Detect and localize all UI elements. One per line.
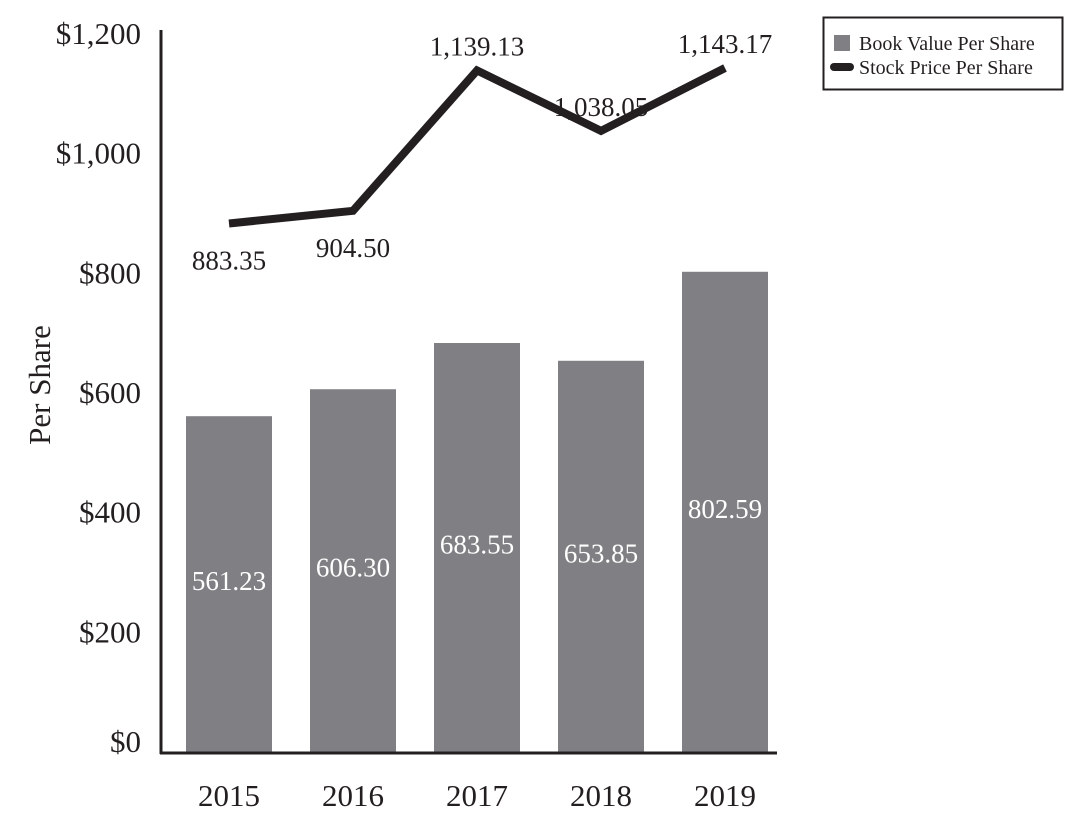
- line-value-label: 1,038.05: [554, 92, 649, 122]
- y-tick-label: $1,200: [56, 16, 141, 51]
- x-tick-label: 2019: [694, 778, 756, 813]
- bar-value-label: 561.23: [192, 566, 266, 596]
- line-value-label: 883.35: [192, 245, 266, 275]
- bar-value-label: 606.30: [316, 553, 390, 583]
- x-tick-label: 2017: [446, 778, 508, 813]
- legend-label-book-value: Book Value Per Share: [859, 33, 1035, 55]
- line-value-label: 904.50: [316, 233, 390, 263]
- x-tick-label: 2015: [198, 778, 260, 813]
- line-value-label: 1,139.13: [430, 31, 525, 61]
- y-tick-label: $400: [79, 495, 141, 530]
- y-tick-label: $800: [79, 255, 141, 290]
- legend-label-stock-price: Stock Price Per Share: [859, 57, 1033, 79]
- y-tick-label: $600: [79, 375, 141, 410]
- y-tick-label: $1,000: [56, 136, 141, 171]
- y-axis-label: Per Share: [22, 325, 57, 445]
- y-tick-label: $0: [110, 724, 141, 759]
- line-value-label: 1,143.17: [678, 29, 773, 59]
- bar-value-label: 683.55: [440, 530, 514, 560]
- bar-value-label: 802.59: [688, 494, 762, 524]
- y-tick-label: $200: [79, 614, 141, 649]
- x-tick-label: 2016: [322, 778, 384, 813]
- legend: Book Value Per Share Stock Price Per Sha…: [824, 18, 1063, 90]
- bar-value-label: 653.85: [564, 538, 638, 568]
- legend-swatch-book-value: [834, 35, 850, 51]
- x-tick-label: 2018: [570, 778, 632, 813]
- line-stock-price: [229, 68, 725, 223]
